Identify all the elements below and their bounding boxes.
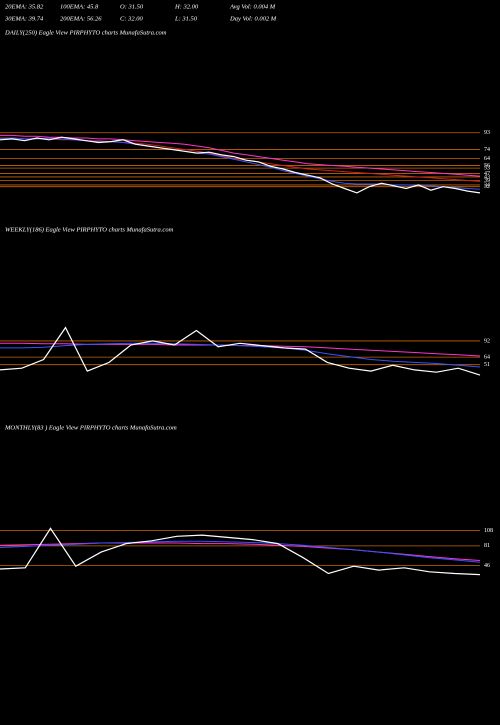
y-tick-label: 32 <box>484 184 490 190</box>
y-tick-label: 34 <box>484 182 490 188</box>
y-tick-label: 47 <box>484 171 490 177</box>
header-stat: Day Vol: 0.002 M <box>229 15 277 22</box>
price-line <box>0 136 481 194</box>
price-line <box>0 342 481 368</box>
y-tick-label: 51 <box>484 362 490 368</box>
y-tick-label: 108 <box>484 528 493 534</box>
header-stat: L: 31.50 <box>174 15 198 22</box>
panel-title: WEEKLY(186) Eagle View PIRPHYTO charts M… <box>5 226 174 233</box>
header-stat: 20EMA: 35.82 <box>5 3 44 10</box>
header-stat: O: 31.50 <box>120 3 144 10</box>
header-stat: C: 32.00 <box>120 15 144 22</box>
price-line <box>0 137 481 182</box>
y-tick-label: 53 <box>484 165 490 171</box>
y-tick-label: 39 <box>484 178 490 184</box>
y-tick-label: 56 <box>484 163 490 169</box>
panel-title: MONTHLY(83 ) Eagle View PIRPHYTO charts … <box>4 424 177 431</box>
header-stat: 100EMA: 45.8 <box>60 3 99 10</box>
y-tick-label: 46 <box>484 563 490 569</box>
y-tick-label: 93 <box>484 130 490 136</box>
price-line <box>0 326 481 376</box>
price-line <box>0 527 481 576</box>
header-stat: H: 32.00 <box>174 3 199 10</box>
y-tick-label: 64 <box>484 355 490 361</box>
header-stat: 200EMA: 56.26 <box>60 15 102 22</box>
y-tick-label: 81 <box>484 543 490 549</box>
price-line <box>0 137 481 190</box>
price-line <box>0 540 481 563</box>
panel-title: DAILY(250) Eagle View PIRPHYTO charts Mu… <box>4 29 167 36</box>
y-tick-label: 92 <box>484 338 490 344</box>
header-stat: 30EMA: 39.74 <box>4 15 44 22</box>
y-tick-label: 64 <box>484 156 490 162</box>
y-tick-label: 43 <box>484 174 490 180</box>
header-stat: Avg Vol: 0.004 M <box>229 3 276 10</box>
y-tick-label: 74 <box>484 147 490 153</box>
price-line <box>0 134 481 177</box>
